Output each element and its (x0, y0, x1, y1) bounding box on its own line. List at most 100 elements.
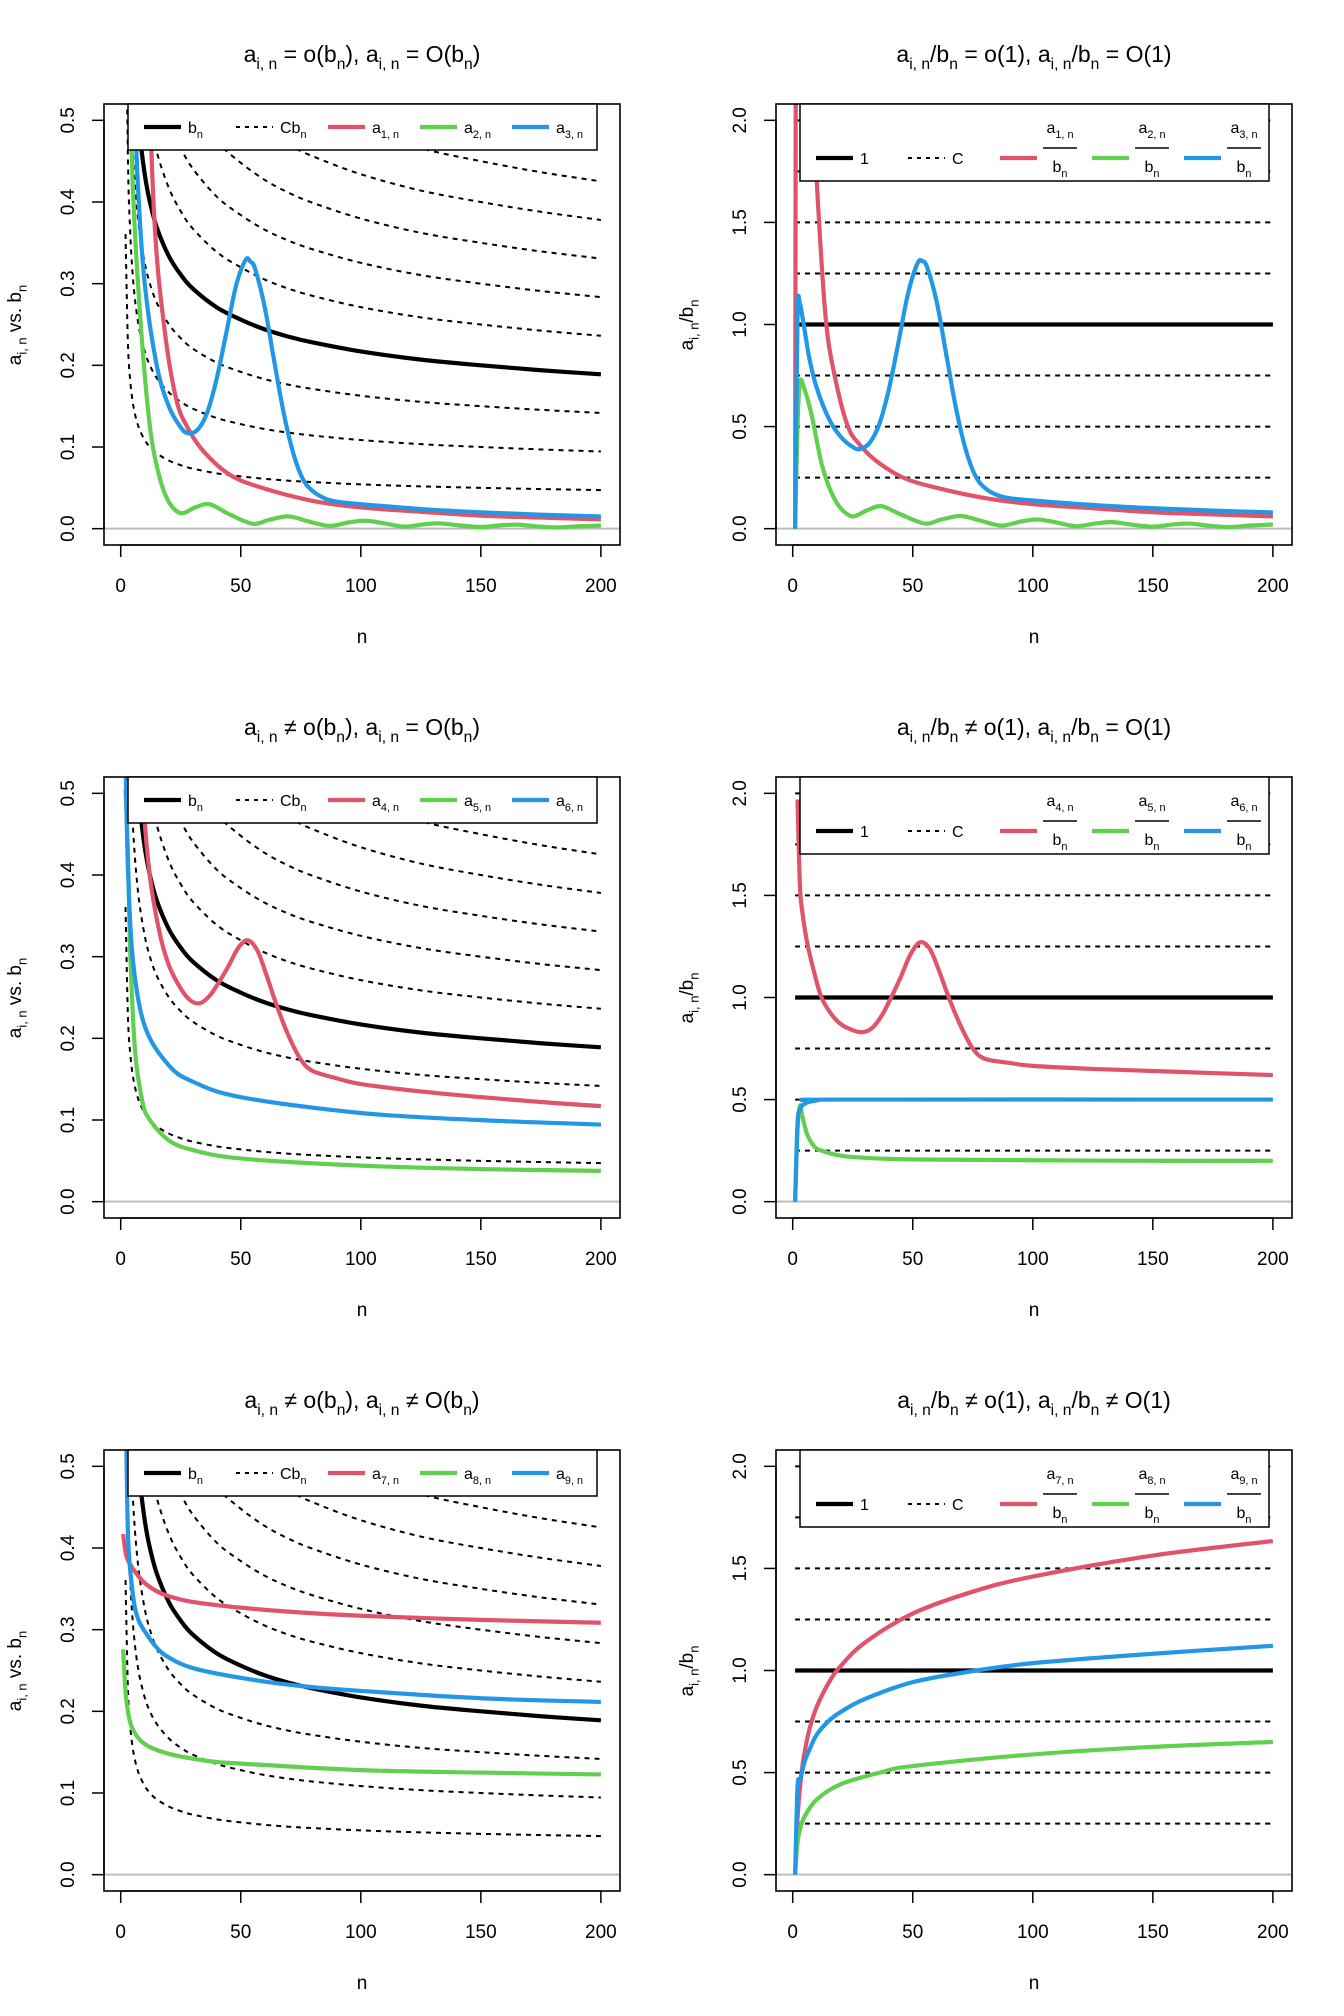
y-tick-label: 1.0 (730, 311, 751, 337)
legend-item-2: C (908, 1497, 964, 1514)
x-tick-label: 150 (1137, 1922, 1169, 1943)
multiple-line-C-0.75 (129, 1450, 601, 1760)
y-tick-label: 1.5 (730, 882, 751, 908)
legend-label-numerator: a6, n (1230, 793, 1257, 814)
legend-label: a7, n (372, 1466, 399, 1487)
legend-label: a5, n (464, 793, 491, 814)
chart-panel-5: ai, n ≠ o(bn), ai, n ≠ O(bn) 0 50 100 150 200… (5, 1387, 621, 1994)
x-axis-label: n (357, 1973, 368, 1994)
legend-label-denominator: bn (1053, 1505, 1068, 1526)
legend-label-numerator: a7, n (1046, 1466, 1073, 1487)
legend-item-4: a8, n (420, 1466, 491, 1487)
x-tick-label: 50 (230, 1249, 251, 1270)
series-line-1 (147, 104, 601, 522)
legend-item-3: a1, n (328, 120, 399, 141)
y-tick-label: 2.0 (730, 780, 751, 806)
y-tick-label: 0.2 (58, 1025, 79, 1051)
x-tick-label: 200 (585, 1922, 617, 1943)
y-tick-label: 2.0 (730, 107, 751, 133)
plot-area (776, 104, 1292, 530)
y-tick-label: 0.0 (730, 515, 751, 541)
legend-item-2: Cbn (236, 120, 307, 141)
series-line-2 (121, 1649, 601, 1777)
y-tick-label: 0.1 (58, 1780, 79, 1806)
legend: 1 Ca4, n bn a5, n bn a6, n bn (799, 776, 1270, 855)
x-tick-label: 150 (465, 1249, 497, 1270)
multiple-line-C-1.25 (146, 1450, 601, 1683)
legend-label: 1 (860, 824, 869, 841)
legend-label: bn (188, 120, 203, 141)
legend-label-denominator: bn (1237, 832, 1252, 853)
x-tick-label: 100 (1017, 1249, 1049, 1270)
y-axis-label: ai, n/bn (677, 1646, 702, 1697)
x-tick-label: 0 (787, 576, 798, 597)
x-axis-label: n (1029, 1973, 1040, 1994)
legend-item-3: a4, n bn (1000, 793, 1077, 853)
x-tick-label: 50 (902, 1922, 923, 1943)
y-tick-label: 0.0 (58, 1861, 79, 1887)
legend-item-5: a9, n (512, 1466, 583, 1487)
multiple-line-C-1.75 (188, 104, 602, 260)
legend-label-denominator: bn (1145, 832, 1160, 853)
legend-label: a8, n (464, 1466, 491, 1487)
legend-item-1: bn (144, 120, 203, 141)
y-axis-label: ai, n vs. bn (5, 285, 30, 365)
multiple-line-C-2.25 (298, 104, 602, 183)
multiple-line-C-2.25 (298, 1450, 602, 1529)
series-line-2 (793, 377, 1273, 530)
legend-item-5: a9, n bn (1184, 1466, 1261, 1526)
x-tick-label: 200 (1257, 1922, 1289, 1943)
x-tick-label: 50 (230, 1922, 251, 1943)
reference-line (135, 777, 602, 1050)
multiple-line-C-0.5 (126, 1450, 601, 1799)
chart-panel-2: ai, n/bn = o(1), ai, n/bn = O(1) 0 50 100 15… (677, 41, 1293, 648)
y-tick-label: 0.4 (58, 188, 79, 215)
legend-item-2: C (908, 824, 964, 841)
legend-item-5: a6, n bn (1184, 793, 1261, 853)
series-line-2 (128, 104, 601, 530)
series-line-1 (795, 799, 1273, 1078)
x-tick-label: 100 (1017, 576, 1049, 597)
x-tick-label: 200 (585, 576, 617, 597)
series-line-1 (139, 777, 602, 1109)
multiple-line-C-0.5 (126, 777, 601, 1126)
y-tick-label: 0.1 (58, 434, 79, 460)
legend-label-numerator: a8, n (1138, 1466, 1165, 1487)
x-tick-label: 150 (465, 576, 497, 597)
multiple-line-C-0.5 (126, 104, 601, 453)
y-axis-label: ai, n vs. bn (5, 1631, 30, 1711)
legend-label: C (952, 151, 964, 168)
legend-label: a1, n (372, 120, 399, 141)
y-tick-label: 2.0 (730, 1453, 751, 1479)
legend-label: 1 (860, 1497, 869, 1514)
multiple-line-C-1.25 (146, 777, 601, 1010)
y-axis-label: ai, n vs. bn (5, 958, 30, 1038)
series-line-3 (793, 1643, 1274, 1875)
chart-panel-6: ai, n/bn ≠ o(1), ai, n/bn ≠ O(1) 0 50 100 15… (677, 1387, 1293, 1994)
legend-label: a6, n (556, 793, 583, 814)
x-tick-label: 0 (115, 1249, 126, 1270)
legend-item-4: a8, n bn (1092, 1466, 1169, 1526)
y-tick-label: 0.5 (58, 1453, 79, 1479)
legend: 1 Ca1, n bn a2, n bn a3, n bn (799, 103, 1270, 182)
series-line-2 (793, 1103, 1273, 1202)
y-tick-label: 0.1 (58, 1107, 79, 1133)
multiple-line-C-2 (232, 104, 602, 221)
legend-item-3: a7, n (328, 1466, 399, 1487)
x-tick-label: 50 (902, 576, 923, 597)
legend-label-denominator: bn (1145, 1505, 1160, 1526)
legend-label: a2, n (464, 120, 491, 141)
legend-label-denominator: bn (1237, 1505, 1252, 1526)
y-tick-label: 0.5 (58, 107, 79, 133)
legend-item-5: a6, n (512, 793, 583, 814)
multiple-line-C-2 (232, 777, 602, 894)
legend-label: bn (188, 793, 203, 814)
plot-frame (103, 103, 621, 546)
x-tick-label: 0 (115, 576, 126, 597)
y-tick-label: 0.4 (58, 861, 79, 888)
legend-label-numerator: a2, n (1138, 120, 1165, 141)
legend-item-5: a3, n bn (1184, 120, 1261, 180)
legend-label-numerator: a4, n (1046, 793, 1073, 814)
legend-label: Cbn (280, 120, 307, 141)
y-tick-label: 0.3 (58, 943, 79, 969)
